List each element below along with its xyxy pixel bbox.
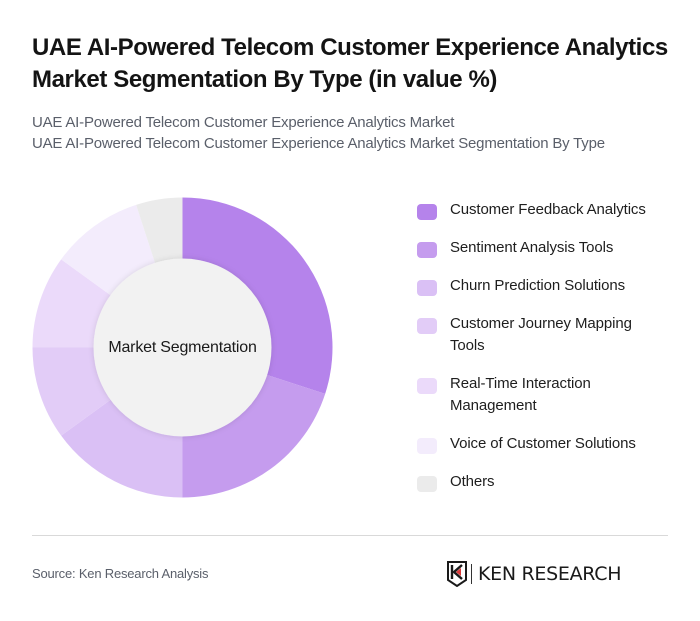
- legend-item: Customer Journey Mapping Tools: [417, 313, 677, 357]
- donut-hole: [93, 258, 272, 437]
- legend-label: Sentiment Analysis Tools: [450, 239, 614, 256]
- legend-item: Real-Time Interaction Management: [417, 373, 677, 417]
- page-title: UAE AI-Powered Telecom Customer Experien…: [32, 34, 668, 93]
- subtitle-line-1: UAE AI-Powered Telecom Customer Experien…: [32, 114, 455, 131]
- legend-swatch: [417, 378, 437, 394]
- legend-swatch: [417, 204, 437, 220]
- legend-label: Customer Feedback Analytics: [450, 201, 646, 218]
- legend-swatch: [417, 318, 437, 334]
- logo-separator: [471, 564, 472, 584]
- subtitle: UAE AI-Powered Telecom Customer Experien…: [32, 112, 605, 154]
- legend-item: Churn Prediction Solutions: [417, 275, 677, 297]
- donut-chart: Market Segmentation: [32, 197, 333, 498]
- legend-label: Churn Prediction Solutions: [450, 277, 625, 294]
- footer-divider: [32, 535, 668, 536]
- legend-swatch: [417, 476, 437, 492]
- legend-label: Customer Journey Mapping Tools: [450, 315, 632, 354]
- ken-logo-shield-icon: [447, 561, 467, 587]
- legend-label: Others: [450, 473, 495, 490]
- legend: Customer Feedback Analytics Sentiment An…: [417, 199, 677, 509]
- legend-swatch: [417, 438, 437, 454]
- donut-svg: [32, 197, 333, 498]
- ken-research-logo: KEN RESEARCH: [447, 561, 622, 587]
- legend-label: Real-Time Interaction Management: [450, 375, 591, 414]
- logo-text: KEN RESEARCH: [478, 563, 622, 585]
- legend-item: Sentiment Analysis Tools: [417, 237, 677, 259]
- center-label: Market Segmentation: [108, 338, 257, 356]
- legend-swatch: [417, 280, 437, 296]
- legend-item: Customer Feedback Analytics: [417, 199, 677, 221]
- legend-label: Voice of Customer Solutions: [450, 435, 636, 452]
- subtitle-line-2: UAE AI-Powered Telecom Customer Experien…: [32, 135, 605, 152]
- legend-swatch: [417, 242, 437, 258]
- legend-item: Voice of Customer Solutions: [417, 433, 677, 455]
- legend-item: Others: [417, 471, 677, 493]
- source-note: Source: Ken Research Analysis: [32, 566, 209, 581]
